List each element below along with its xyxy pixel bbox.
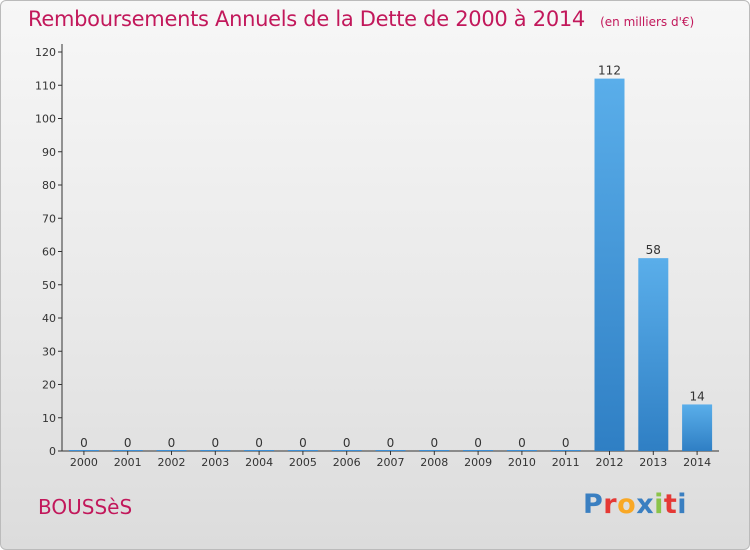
x-tick-label: 2013 <box>639 456 667 469</box>
logo-letter: i <box>677 489 688 520</box>
y-tick-label: 100 <box>35 113 56 126</box>
y-tick-label: 40 <box>42 312 56 325</box>
data-label: 0 <box>299 436 307 450</box>
y-tick-label: 20 <box>42 379 56 392</box>
data-label: 0 <box>168 436 176 450</box>
data-label: 0 <box>430 436 438 450</box>
bar[interactable] <box>68 450 99 451</box>
logo-letter: i <box>654 489 664 520</box>
bars <box>68 78 713 451</box>
bar[interactable] <box>200 450 231 451</box>
data-label: 112 <box>598 64 621 78</box>
data-label: 0 <box>562 436 570 450</box>
bar[interactable] <box>550 450 581 451</box>
y-tick-label: 0 <box>49 445 56 458</box>
bar[interactable] <box>419 450 450 451</box>
x-tick-label: 2000 <box>70 456 98 469</box>
bar[interactable] <box>506 450 537 451</box>
y-tick-label: 50 <box>42 279 56 292</box>
bar[interactable] <box>463 450 494 451</box>
data-label: 0 <box>343 436 351 450</box>
y-tick-label: 80 <box>42 179 56 192</box>
bar[interactable] <box>156 450 187 451</box>
data-label: 58 <box>646 243 661 257</box>
bar[interactable] <box>331 450 362 451</box>
data-label: 0 <box>124 436 132 450</box>
x-tick-label: 2005 <box>289 456 317 469</box>
y-tick-label: 90 <box>42 146 56 159</box>
logo-letter: t <box>663 489 678 520</box>
logo-letter: o <box>617 489 637 520</box>
data-label: 14 <box>689 389 704 403</box>
x-tick-label: 2008 <box>420 456 448 469</box>
x-tick-label: 2010 <box>508 456 536 469</box>
x-tick-label: 2003 <box>201 456 229 469</box>
y-tick-label: 30 <box>42 345 56 358</box>
data-label: 0 <box>387 436 395 450</box>
data-label: 0 <box>80 436 88 450</box>
value-labels: 0 0 0 0 0 0 0 0 0 0 0 0 112 58 14 <box>80 64 705 450</box>
x-tick-label: 2011 <box>552 456 580 469</box>
axes: 0 10 20 30 40 50 60 70 80 90 100 110 120 2000 2001 2002… <box>35 44 719 469</box>
x-tick-label: 2004 <box>245 456 273 469</box>
y-tick-label: 60 <box>42 246 56 259</box>
bar[interactable] <box>112 450 143 451</box>
y-tick-label: 120 <box>35 46 56 59</box>
y-tick-label: 110 <box>35 79 56 92</box>
x-tick-label: 2009 <box>464 456 492 469</box>
data-label: 0 <box>211 436 219 450</box>
commune-name: BOUSSèS <box>38 495 133 519</box>
title-row: Remboursements Annuels de la Dette de 20… <box>28 7 694 31</box>
data-label: 0 <box>474 436 482 450</box>
bar[interactable] <box>287 450 318 451</box>
x-tick-label: 2014 <box>683 456 711 469</box>
x-tick-label: 2002 <box>158 456 186 469</box>
bar[interactable] <box>594 78 625 451</box>
data-label: 0 <box>255 436 263 450</box>
x-tick-label: 2012 <box>596 456 624 469</box>
y-tick-label: 10 <box>42 412 56 425</box>
unit-label: (en milliers d'€) <box>600 15 695 29</box>
logo-letter: P <box>583 489 604 520</box>
data-label: 0 <box>518 436 526 450</box>
x-tick-label: 2007 <box>377 456 405 469</box>
bar[interactable] <box>638 258 669 451</box>
chart-title: Remboursements Annuels de la Dette de 20… <box>28 7 585 31</box>
logo-letter: x <box>636 489 655 520</box>
proxiti-logo[interactable]: Proxiti <box>583 489 687 520</box>
y-tick-label: 70 <box>42 212 56 225</box>
bar[interactable] <box>244 450 275 451</box>
x-tick-label: 2001 <box>114 456 142 469</box>
x-tick-label: 2006 <box>333 456 361 469</box>
bar[interactable] <box>375 450 406 451</box>
logo-letter: r <box>603 489 618 520</box>
bar[interactable] <box>682 404 713 451</box>
